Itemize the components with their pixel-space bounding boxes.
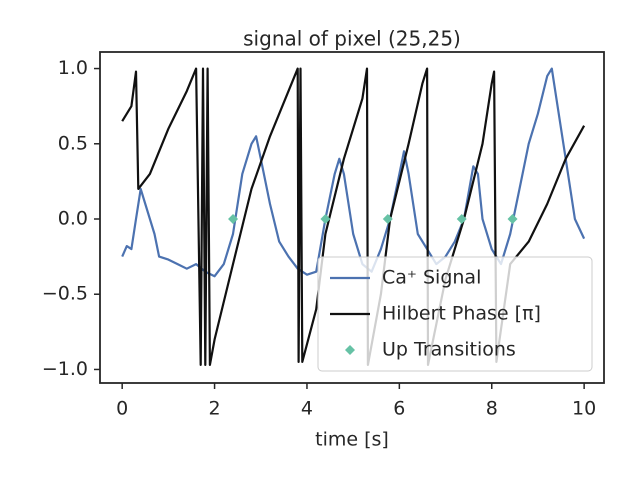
series-line bbox=[121, 67, 586, 366]
transition-marker bbox=[507, 214, 518, 225]
x-tick-label: 8 bbox=[486, 398, 498, 420]
legend-box bbox=[317, 256, 593, 372]
x-axis-label: time [s] bbox=[315, 429, 389, 451]
y-tick-label: −0.5 bbox=[42, 283, 88, 305]
y-tick-label: −1.0 bbox=[42, 358, 88, 380]
y-tick-label: 0.0 bbox=[58, 208, 88, 230]
legend-label: Ca⁺ Signal bbox=[382, 267, 481, 289]
chart-title: signal of pixel (25,25) bbox=[243, 27, 461, 51]
plot-frame bbox=[99, 51, 605, 384]
transition-marker bbox=[456, 214, 467, 225]
x-tick-label: 6 bbox=[393, 398, 405, 420]
x-tick-label: 4 bbox=[301, 398, 313, 420]
x-tick-label: 10 bbox=[572, 398, 596, 420]
legend-label: Hilbert Phase [π] bbox=[382, 303, 541, 325]
x-tick-label: 0 bbox=[116, 398, 128, 420]
y-tick-label: 0.5 bbox=[58, 132, 88, 154]
transition-marker bbox=[382, 214, 393, 225]
series-line bbox=[121, 67, 586, 278]
y-tick-label: 1.0 bbox=[58, 57, 88, 79]
transition-marker bbox=[320, 214, 331, 225]
x-tick-label: 2 bbox=[209, 398, 221, 420]
legend-label: Up Transitions bbox=[382, 339, 516, 361]
legend-marker bbox=[345, 345, 355, 355]
transition-marker bbox=[228, 214, 239, 225]
